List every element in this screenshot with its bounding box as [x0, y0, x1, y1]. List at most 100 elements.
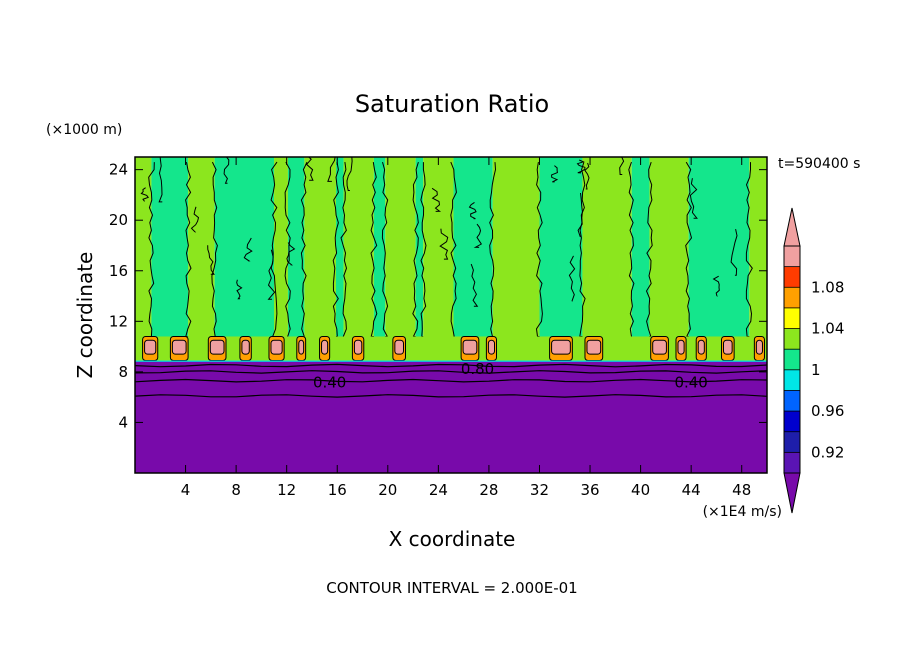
contour-streak: [190, 206, 200, 233]
contour-line: [489, 162, 497, 338]
x-tick-label: 36: [580, 481, 599, 499]
upper-band: [423, 157, 454, 362]
x-tick-label: 8: [231, 481, 241, 499]
contour-streak: [267, 249, 276, 300]
dry-contour-line: [135, 370, 767, 374]
colorbar-segment: [784, 307, 800, 329]
colorbar-segment: [784, 246, 800, 267]
contour-label: 0.40: [313, 374, 346, 392]
contour-line: [332, 162, 339, 338]
x-tick-label: 4: [181, 481, 191, 499]
contour-line: [370, 162, 378, 338]
colorbar-segment: [784, 266, 800, 288]
y-tick-label: 20: [109, 211, 128, 229]
contour-line: [450, 161, 457, 338]
upper-band: [188, 157, 215, 362]
contour-line: [535, 162, 543, 338]
supersaturated-patch: [171, 339, 187, 355]
x-tick-label: 16: [328, 481, 347, 499]
contour-line: [420, 162, 427, 338]
contour-line: [270, 161, 278, 338]
supersaturated-patch: [394, 339, 404, 355]
x-tick-label: 12: [277, 481, 296, 499]
upper-band: [151, 157, 189, 362]
supersaturated-patch: [551, 339, 571, 355]
contour-streak: [584, 162, 590, 190]
contour-streak: [305, 157, 314, 181]
supersaturated-patch: [241, 339, 250, 355]
y-tick-label: 16: [109, 262, 128, 280]
supersaturated-patch: [697, 339, 705, 355]
upper-band: [287, 157, 305, 362]
x-tick-label: 32: [530, 481, 549, 499]
contour-streak: [551, 165, 559, 183]
contour-line: [685, 161, 693, 338]
upper-band: [385, 157, 416, 362]
y-axis-label: Z coordinate: [73, 252, 97, 379]
contour-streak: [327, 157, 336, 182]
x-unit-label: (×1E4 m/s): [703, 504, 782, 520]
x-tick-label: 24: [429, 481, 448, 499]
colorbar-tick-label: 1.04: [811, 320, 844, 338]
supersaturated-patch: [209, 339, 225, 355]
colorbar-segment: [784, 369, 800, 391]
supersaturated-patch: [586, 339, 602, 355]
contour-streak: [243, 237, 253, 262]
upper-band: [539, 157, 583, 362]
y-tick-label: 4: [118, 413, 128, 431]
contour-streak: [576, 159, 586, 174]
upper-band: [335, 157, 344, 362]
contour-streak: [236, 279, 243, 300]
contour-line: [340, 162, 348, 338]
dry-layer: [135, 361, 767, 473]
upper-band: [373, 157, 386, 362]
y-tick-label: 24: [109, 161, 128, 179]
contour-streak: [712, 275, 720, 297]
contour-streak: [223, 157, 230, 184]
contour-streak: [568, 255, 576, 302]
colorbar-segment: [784, 349, 800, 370]
colorbar-segment: [784, 328, 800, 350]
dry-contour-line: [135, 378, 767, 383]
contour-streak: [158, 157, 163, 203]
contour-streak: [346, 157, 353, 192]
dry-contour-line: [135, 394, 767, 398]
contour-streak: [286, 242, 296, 266]
cloud-base-line: [135, 360, 767, 363]
colorbar-segment: [784, 452, 800, 473]
supersaturated-patch: [652, 339, 667, 355]
contour-streak: [577, 192, 583, 238]
contour-line: [211, 161, 218, 338]
contour-line: [645, 161, 653, 338]
cloud-layer-background: [135, 336, 767, 362]
y-tick-label: 8: [118, 363, 128, 381]
contour-interval-label: CONTOUR INTERVAL = 2.000E-01: [326, 579, 577, 597]
contour-line: [412, 161, 419, 338]
contour-streak: [730, 228, 738, 276]
y-tick-label: 12: [109, 312, 128, 330]
contour-streak: [689, 178, 698, 219]
contour-streak: [439, 228, 449, 260]
colorbar-tick-label: 0.92: [811, 443, 844, 461]
contour-line: [579, 161, 586, 338]
upper-band: [453, 157, 493, 362]
upper-band: [415, 157, 424, 362]
upper-band: [492, 157, 540, 362]
x-axis-label: X coordinate: [389, 527, 516, 551]
supersaturated-patch: [487, 339, 496, 355]
contour-streak: [619, 157, 625, 176]
upper-band: [582, 157, 632, 362]
contour-streak: [207, 245, 215, 275]
supersaturated-patch: [353, 339, 363, 355]
x-tick-label: 40: [631, 481, 650, 499]
x-tick-label: 28: [479, 481, 498, 499]
colorbar-over-arrow: [783, 207, 801, 247]
upper-band: [343, 157, 374, 362]
x-tick-label: 20: [378, 481, 397, 499]
contour-label: 0.40: [674, 374, 707, 392]
contour-streak: [140, 187, 150, 202]
contour-streak: [468, 201, 477, 220]
time-label: t=590400 s: [778, 156, 860, 172]
